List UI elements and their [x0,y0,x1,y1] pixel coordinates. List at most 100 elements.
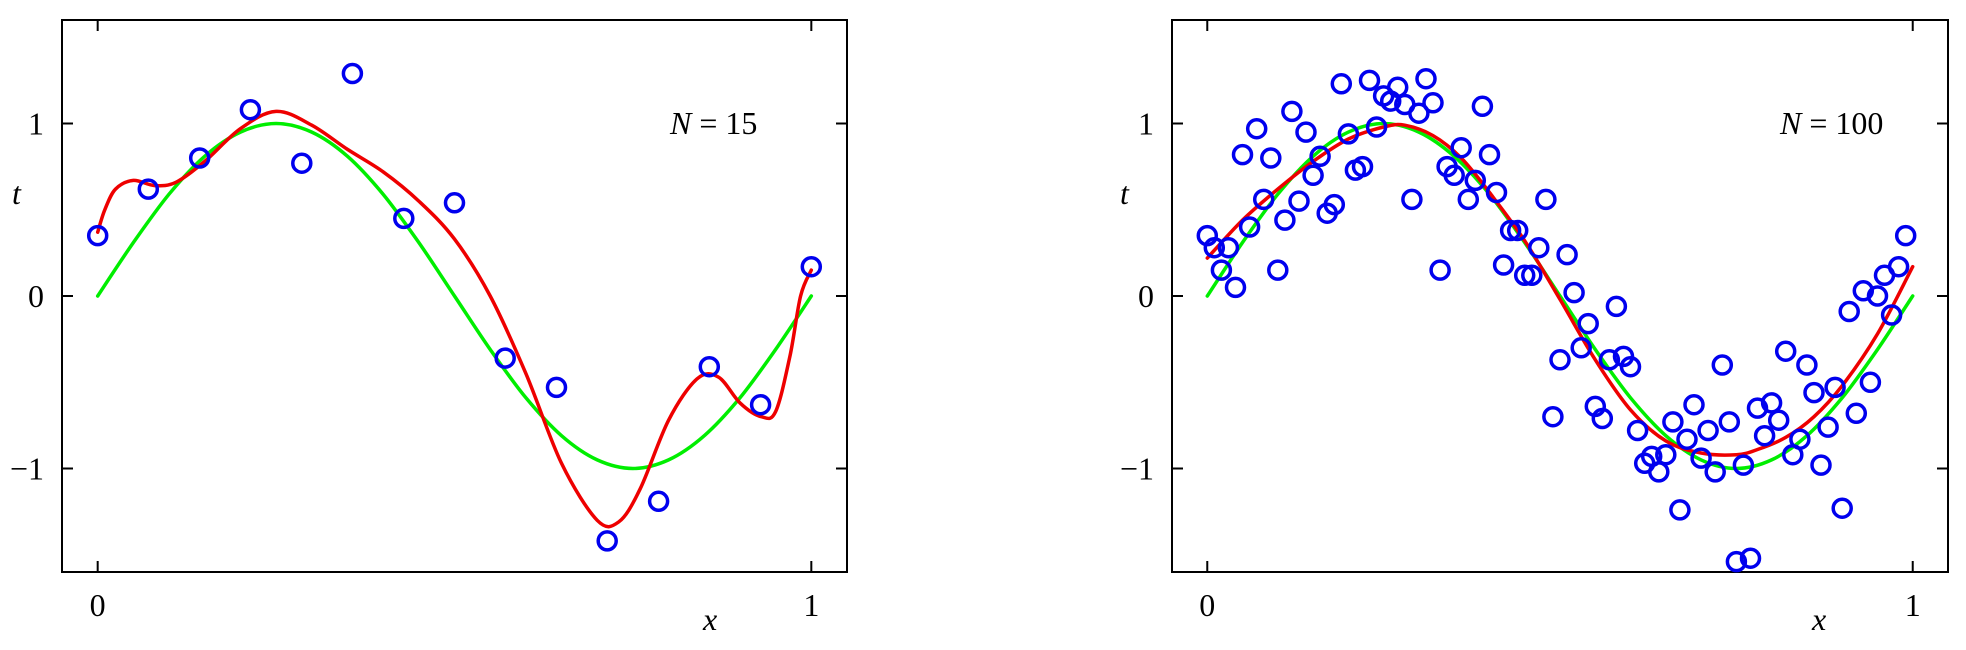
data-point [1217,236,1240,259]
data-point [291,152,313,174]
data-point [1753,424,1776,447]
data-point [1824,376,1846,399]
annotation-variable: N [1779,105,1803,141]
x-tick-label: 0 [90,587,106,623]
data-point [647,490,670,513]
data-point [1450,136,1472,159]
data-point [1521,264,1543,287]
data-point [1513,264,1536,287]
data-point [1859,371,1882,394]
data-point [1796,354,1818,376]
data-point [1478,143,1501,166]
y-axis-label: t [12,175,22,211]
data-point [1464,169,1487,192]
data-point [596,530,618,552]
sample-size-annotation: N = 15 [669,105,757,141]
data-point [1252,188,1275,211]
y-tick-label: 0 [1138,278,1154,314]
data-point [1838,300,1860,323]
data-point [1542,405,1564,428]
x-axis-label: x [702,601,717,637]
data-point [1866,285,1889,307]
y-tick-label: 0 [28,278,44,314]
x-axis-label: x [1811,601,1826,637]
data-point [1506,219,1529,242]
tick-labels: −1 0 1 0 1 [10,106,819,624]
data-point [1429,259,1451,281]
data-point [341,62,364,85]
data-point [1203,236,1226,259]
data-point [749,393,772,416]
fitted-curve [95,109,814,529]
data-point [1739,547,1762,569]
data-point [137,178,160,200]
data-points [1196,67,1917,573]
data-point [1697,419,1719,442]
data-point [1210,259,1233,281]
x-tick-label: 1 [1905,587,1921,623]
data-point [800,255,823,278]
tick-marks [1172,20,1948,572]
data-point [1676,428,1698,450]
data-point [1669,499,1691,521]
y-tick-label: −1 [1120,451,1154,487]
data-point [1570,337,1592,359]
data-point [1260,147,1282,169]
data-point [698,355,721,378]
data-point [1471,95,1494,118]
data-point [1563,281,1585,304]
x-tick-label: 1 [803,587,819,623]
data-point [1415,67,1437,90]
sample-size-annotation: N = 100 [1779,105,1883,141]
data-point [1662,411,1684,433]
annotation-value: = 100 [1801,105,1883,141]
data-point [1626,419,1649,442]
tick-marks [62,20,847,572]
data-point [1683,393,1705,416]
data-point [1295,121,1317,143]
data-point [1887,255,1910,278]
data-point [1499,219,1522,242]
data-point [1309,145,1331,168]
data-point [1288,190,1310,212]
data-point [1238,216,1261,238]
data-point [1810,454,1832,476]
fitted-curve [1205,122,1915,457]
data-point [1648,461,1670,483]
data-point [1556,243,1578,266]
x-tick-label: 0 [1199,587,1215,623]
data-point [1549,349,1571,371]
data-point [1281,100,1303,123]
data-point [393,207,415,230]
data-point [1457,188,1480,211]
true-function-curve [95,121,814,471]
data-point [1323,193,1346,216]
data-point [1337,123,1360,145]
tick-labels: −1 0 1 0 1 [1120,106,1921,624]
data-point [1443,164,1465,187]
data-point [1655,443,1677,466]
chart-panel-left: −1 0 1 0 1 t x N = 15 [10,19,848,637]
data-point [1774,340,1797,362]
data-point [1267,259,1289,281]
data-point [1605,295,1628,318]
data-point [1845,402,1868,425]
data-point [1732,454,1755,476]
data-point [239,98,262,121]
data-point [443,192,466,214]
data-points [86,62,823,552]
y-axis-label: t [1120,175,1130,211]
data-point [1725,550,1748,573]
data-point [1245,117,1268,140]
data-point [1817,416,1839,438]
data-point [1880,304,1903,326]
data-point [86,224,109,247]
curves [1205,121,1915,471]
y-tick-label: 1 [1138,106,1154,142]
data-point [1422,92,1444,114]
data-point [188,147,211,169]
data-point [1760,392,1783,414]
data-point [1485,181,1508,204]
data-point [1535,188,1557,211]
